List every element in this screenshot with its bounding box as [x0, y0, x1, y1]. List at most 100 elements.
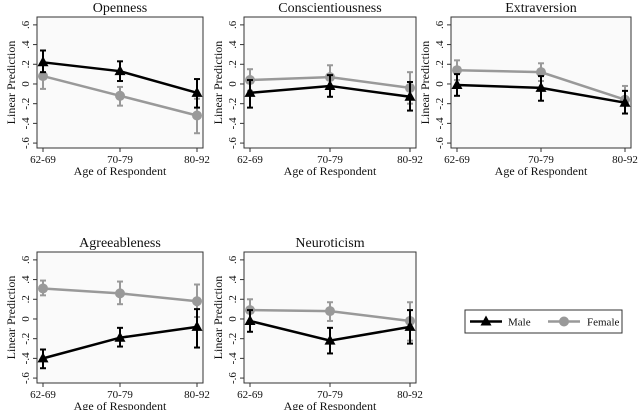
y-tick-label: -.4 — [434, 117, 446, 129]
panel-title: Openness — [93, 1, 147, 16]
series-female — [38, 279, 202, 319]
x-tick-label: 62-69 — [237, 154, 263, 166]
data-point-triangle — [244, 314, 256, 325]
data-point-triangle — [191, 86, 203, 97]
data-point-circle — [325, 306, 335, 317]
panel-agreeableness: Agreeableness -.6 -.4 -.2 0 .2 .4 .6 Linear Pred… — [4, 236, 210, 410]
data-point-circle — [38, 283, 48, 294]
y-tick-label: -.6 — [227, 137, 239, 149]
x-axis-label: Age of Respondent — [284, 399, 377, 410]
y-tick-label: .2 — [434, 60, 446, 68]
y-tick-label: .4 — [227, 275, 239, 284]
y-tick-label: 0 — [20, 81, 32, 87]
x-tick-label: 80-92 — [397, 389, 423, 401]
panel-neuroticism: Neuroticism -.6 -.4 -.2 0 .2 .4 .6 Linear Predic… — [211, 236, 423, 410]
series-male — [37, 49, 203, 109]
y-tick-label: -.2 — [434, 98, 446, 110]
y-tick-label: -.2 — [227, 98, 239, 110]
x-axis-label: Age of Respondent — [74, 399, 167, 410]
y-tick-label: .4 — [20, 40, 32, 49]
y-axis-label: Linear Prediction — [4, 276, 18, 360]
y-tick-label: 0 — [227, 81, 239, 87]
legend-label-male: Male — [508, 317, 531, 329]
data-point-triangle — [451, 78, 463, 89]
y-tick-label: .2 — [20, 60, 32, 68]
x-tick-label: 70-79 — [528, 154, 554, 166]
data-point-circle — [38, 71, 48, 82]
y-tick-label: .2 — [20, 295, 32, 303]
data-point-triangle — [244, 86, 256, 97]
x-axis-label: Age of Respondent — [495, 164, 588, 178]
data-point-circle — [115, 90, 125, 101]
legend-box — [464, 309, 623, 334]
y-tick-label: -.6 — [434, 137, 446, 149]
legend: Male Female — [464, 309, 623, 334]
y-axis-label: Linear Prediction — [418, 41, 432, 125]
x-axis-label: Age of Respondent — [284, 164, 377, 178]
x-tick-label: 62-69 — [444, 154, 470, 166]
x-tick-label: 70-79 — [317, 389, 343, 401]
y-tick-label: 0 — [227, 316, 239, 322]
data-point-triangle — [619, 96, 631, 107]
y-tick-label: -.4 — [20, 117, 32, 129]
y-tick-label: -.4 — [20, 352, 32, 364]
y-tick-label: .4 — [20, 275, 32, 284]
data-point-triangle — [37, 352, 49, 363]
panel-title: Extraversion — [505, 1, 577, 16]
data-point-triangle — [324, 334, 336, 345]
x-axis-label: Age of Respondent — [74, 164, 167, 178]
y-axis-label: Linear Prediction — [4, 41, 18, 125]
series-male — [244, 74, 416, 112]
data-point-triangle — [404, 90, 416, 101]
data-point-circle — [452, 65, 462, 76]
data-point-triangle — [114, 331, 126, 342]
legend-label-female: Female — [587, 317, 619, 329]
data-point-triangle — [404, 320, 416, 331]
x-tick-label: 62-69 — [30, 154, 56, 166]
y-tick-label: .6 — [227, 255, 239, 264]
y-tick-label: .6 — [434, 20, 446, 29]
series-male — [451, 73, 631, 115]
x-tick-label: 80-92 — [184, 389, 210, 401]
y-tick-label: -.6 — [20, 137, 32, 149]
y-tick-label: .6 — [20, 20, 32, 29]
y-tick-label: .4 — [434, 40, 446, 49]
y-tick-label: -.2 — [227, 333, 239, 345]
panel-title: Agreeableness — [79, 236, 161, 251]
plot-area — [36, 16, 204, 149]
y-tick-label: .4 — [227, 40, 239, 49]
y-tick-label: 0 — [20, 316, 32, 322]
x-tick-label: 70-79 — [107, 154, 133, 166]
y-tick-label: -.2 — [20, 98, 32, 110]
y-tick-label: -.2 — [20, 333, 32, 345]
x-tick-label: 80-92 — [184, 154, 210, 166]
x-tick-label: 70-79 — [317, 154, 343, 166]
panel-conscientiousness: Conscientiousness -.6 -.4 -.2 0 .2 .4 .6 Linear … — [211, 1, 423, 178]
legend-marker-triangle — [480, 315, 492, 326]
y-tick-label: .2 — [227, 60, 239, 68]
y-tick-label: -.4 — [227, 352, 239, 364]
legend-marker-circle — [559, 316, 569, 327]
data-point-circle — [536, 67, 546, 78]
panel-title: Neuroticism — [295, 236, 364, 251]
panel-extraversion: Extraversion -.6 -.4 -.2 0 .2 .4 .6 Linear Predi… — [418, 1, 638, 178]
x-tick-label: 70-79 — [107, 389, 133, 401]
y-tick-label: -.6 — [20, 372, 32, 384]
y-tick-label: 0 — [434, 81, 446, 87]
data-point-triangle — [114, 65, 126, 76]
y-tick-label: -.4 — [227, 117, 239, 129]
data-point-triangle — [324, 79, 336, 90]
series-male — [37, 308, 203, 370]
data-point-circle — [192, 296, 202, 307]
y-tick-label: -.6 — [227, 372, 239, 384]
y-tick-label: .2 — [227, 295, 239, 303]
data-point-triangle — [535, 81, 547, 92]
y-axis-label: Linear Prediction — [211, 41, 225, 125]
x-tick-label: 62-69 — [30, 389, 56, 401]
x-tick-label: 80-92 — [612, 154, 638, 166]
panel-openness: Openness -.6 -.4 -.2 0 .2 .4 .6 Linear Predictio… — [4, 1, 210, 178]
x-tick-label: 80-92 — [397, 154, 423, 166]
x-tick-label: 62-69 — [237, 389, 263, 401]
plot-area — [36, 251, 204, 384]
